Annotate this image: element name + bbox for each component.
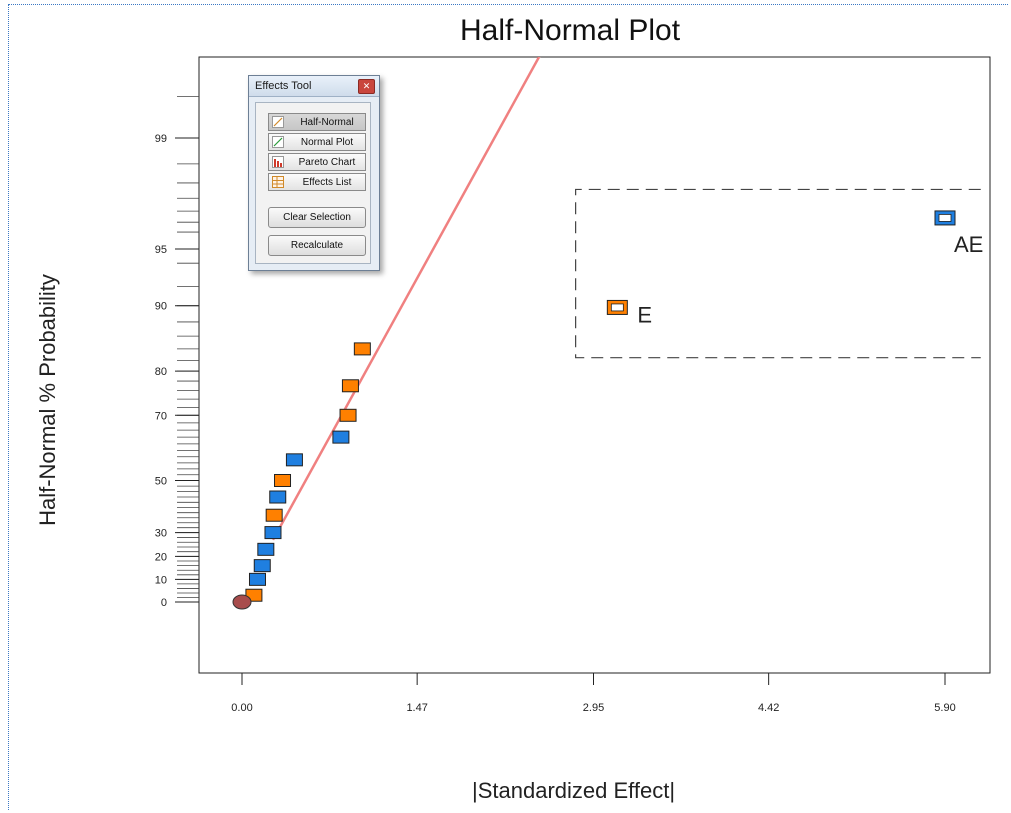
effects-tool-titlebar[interactable]: Effects Tool ✕ [249,76,379,97]
y-tick-label: 95 [155,244,167,256]
tab-pareto-chart-label: Pareto Chart [298,157,356,168]
selection-box [575,188,981,359]
tab-pareto-chart[interactable]: Pareto Chart [268,153,366,171]
data-point-zero [232,594,252,610]
point-label: AE [954,232,983,257]
selected-point-inner [610,303,624,312]
y-tick-label: 90 [155,301,167,313]
y-tick-label: 30 [155,528,167,540]
tab-half-normal-label: Half-Normal [300,117,354,128]
y-tick-label: 70 [155,410,167,422]
half-normal-icon [272,116,284,128]
data-point [265,508,283,522]
y-tick-label: 50 [155,476,167,488]
data-point [341,379,359,393]
x-tick-label: 1.47 [406,702,427,714]
x-tick-label: 0.00 [231,702,252,714]
point-label: E [637,302,652,327]
effects-tool-panel: Half-Normal Normal Plot Pareto Chart [255,102,371,264]
effects-list-icon [272,176,284,188]
clear-selection-button[interactable]: Clear Selection [268,207,366,228]
x-tick-label: 4.42 [758,702,779,714]
fit-line [271,57,541,541]
data-point [285,453,303,467]
chart-frame [8,4,1008,810]
tab-effects-list-label: Effects List [302,177,352,188]
data-point [248,572,266,586]
tab-effects-list[interactable]: Effects List [268,173,366,191]
x-tick-label: 2.95 [583,702,604,714]
recalculate-button[interactable]: Recalculate [268,235,366,256]
x-axis-title: |Standardized Effect| [472,778,676,803]
data-point [274,474,292,487]
normal-plot-icon [272,136,284,148]
data-point [353,342,371,356]
y-tick-label: 99 [155,133,167,145]
tab-normal-plot[interactable]: Normal Plot [268,133,366,151]
effects-tool-window[interactable]: Effects Tool ✕ Half-Normal Normal Plot [248,75,380,271]
effects-tool-title: Effects Tool [255,80,312,92]
y-tick-label: 20 [155,551,167,563]
data-point [339,408,357,422]
data-point [332,430,350,444]
data-point [253,559,271,573]
data-point [264,526,282,540]
y-tick-label: 0 [161,597,167,609]
tab-normal-plot-label: Normal Plot [300,137,354,148]
y-tick-label: 10 [155,574,167,586]
data-point [257,542,275,556]
tab-half-normal[interactable]: Half-Normal [268,113,366,131]
x-tick-label: 5.90 [934,702,955,714]
data-point [269,490,287,504]
selected-point-inner [938,214,952,222]
chart-title: Half-Normal Plot [460,14,681,47]
y-tick-label: 80 [155,366,167,378]
pareto-chart-icon [272,156,284,168]
plot-area [198,56,991,674]
close-icon[interactable]: ✕ [358,79,375,94]
